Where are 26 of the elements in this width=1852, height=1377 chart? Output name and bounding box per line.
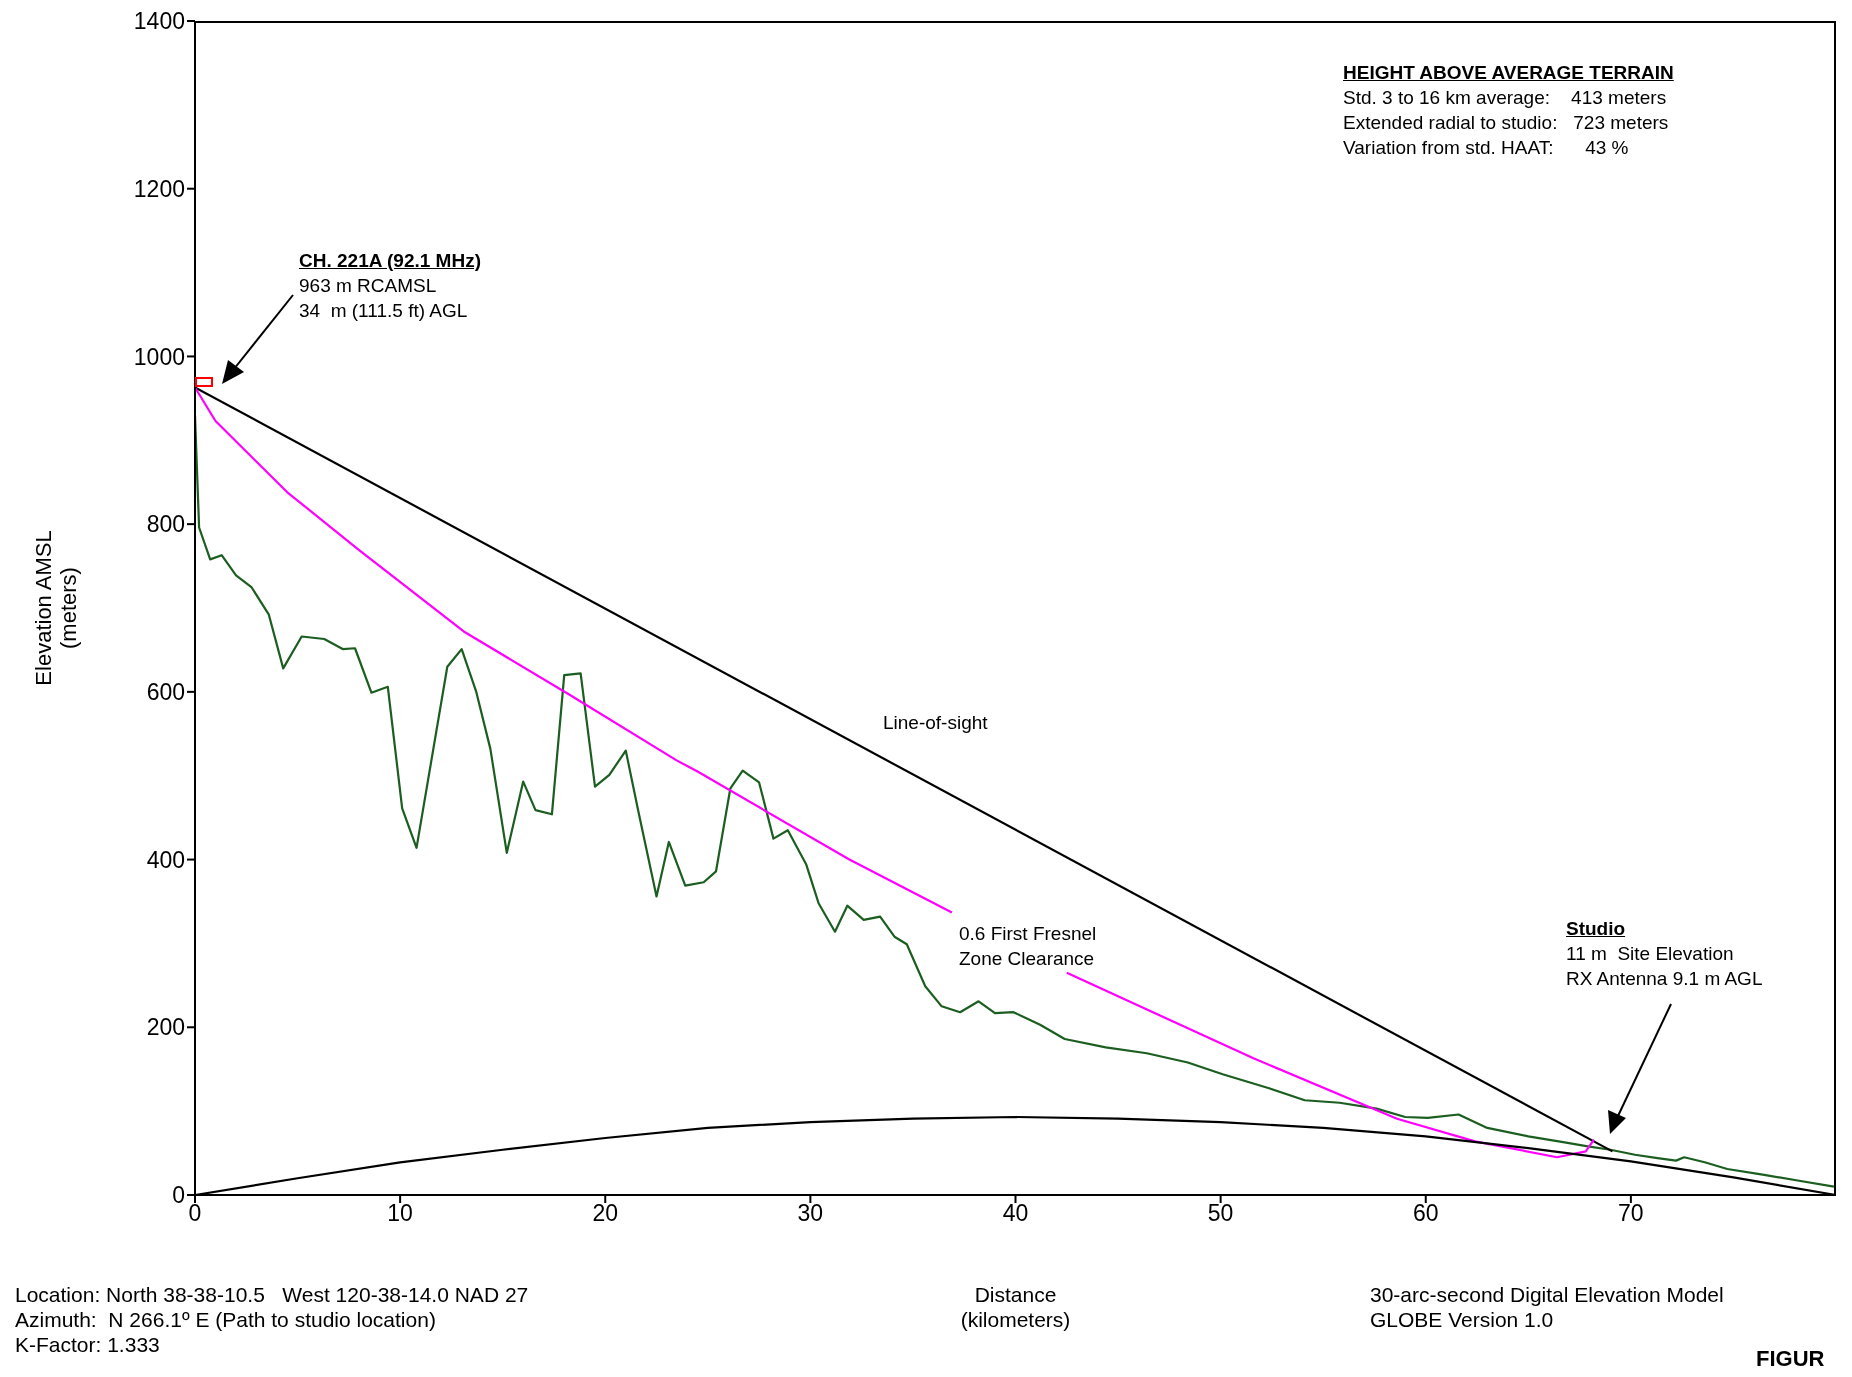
x-tick-label: 70 <box>1618 1200 1644 1227</box>
y-tick-label: 800 <box>146 511 185 538</box>
x-tick-label: 0 <box>188 1200 202 1227</box>
text: Location: North 38-38-10.5 West 120-38-14.0 NAD 27 Azimuth: N 266.1º E (Path to studio location) K-Factor: 1.333 <box>15 1282 529 1357</box>
series-label: 0.6 First Fresnel Zone Clearance <box>959 922 1098 971</box>
y-tick-label: 200 <box>146 1014 185 1041</box>
y-tick-label: 1000 <box>133 343 185 370</box>
y-tick-label: 1400 <box>133 8 185 35</box>
y-tick-label: 400 <box>146 846 185 873</box>
x-tick-label: 40 <box>1002 1200 1029 1227</box>
x-tick-label: 60 <box>1412 1200 1439 1227</box>
x-tick-label: 10 <box>387 1200 413 1227</box>
annotation: Studio 11 m Site Elevation RX Antenna 9.1 m AGL <box>1566 917 1763 991</box>
x-tick-label: 50 <box>1207 1200 1234 1227</box>
annotation: CH. 221A (92.1 MHz) 963 m RCAMSL 34 m (111.5 ft) AGL <box>299 249 481 323</box>
series-label: Line-of-sight <box>883 711 989 735</box>
x-tick-label: 30 <box>797 1200 824 1227</box>
y-tick-label: 600 <box>146 679 185 706</box>
y-tick-label: 0 <box>172 1182 185 1209</box>
y-tick-label: 1200 <box>133 175 185 202</box>
annotation: HEIGHT ABOVE AVERAGE TERRAIN Std. 3 to 16 km average: 413 meters Extended radial to studio: 723 meters Variation from std. HAAT: 43 % <box>1343 61 1674 160</box>
text: 30-arc-second Digital Elevation Model GLOBE Version 1.0 <box>1370 1282 1724 1332</box>
x-tick-label: 20 <box>592 1200 619 1227</box>
text: FIGUR <box>1756 1346 1825 1371</box>
y-axis-title: Elevation AMSL (meters) <box>31 530 81 686</box>
x-axis-title: Distance (kilometers) <box>959 1282 1072 1332</box>
